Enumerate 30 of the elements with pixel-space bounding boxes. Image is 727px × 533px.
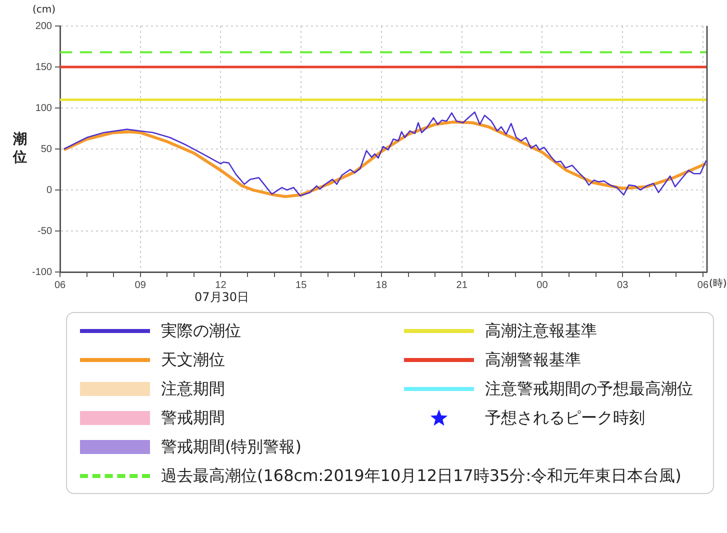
x-tick-label: 00 bbox=[536, 280, 548, 291]
x-axis-title: (時) bbox=[709, 278, 727, 290]
y-tick-label: 100 bbox=[35, 102, 52, 114]
text: 07月30日 bbox=[194, 290, 250, 304]
x-tick-label: 03 bbox=[617, 280, 629, 291]
legend-label: 過去最高潮位(168cm:2019年10月12日17時35分:令和元年東日本台風) bbox=[161, 465, 682, 487]
y-axis-title: 潮位 bbox=[12, 132, 27, 166]
legend-label: 警戒期間 bbox=[161, 407, 226, 429]
text: (cm) bbox=[32, 4, 56, 16]
x-tick-label: 06 bbox=[54, 280, 66, 291]
legend-label: 高潮注意報基準 bbox=[485, 320, 598, 342]
y-tick-label: 200 bbox=[35, 20, 52, 32]
x-tick-label: 12 bbox=[215, 280, 227, 291]
legend-label: 注意警戒期間の予想最高潮位 bbox=[485, 378, 694, 400]
legend-label: 警戒期間(特別警報) bbox=[161, 436, 302, 458]
y-tick-label: -50 bbox=[38, 226, 52, 237]
y-tick-label: 50 bbox=[40, 144, 52, 155]
legend-label: 実際の潮位 bbox=[161, 320, 242, 342]
x-tick-label: 06 bbox=[697, 280, 709, 291]
y-tick-label: 0 bbox=[46, 184, 52, 196]
legend-label: 天文潮位 bbox=[161, 349, 226, 371]
x-tick-label: 18 bbox=[376, 280, 388, 291]
x-tick-label: 21 bbox=[456, 280, 468, 291]
x-tick-label: 15 bbox=[296, 280, 308, 291]
legend-label: 注意期間 bbox=[161, 378, 226, 400]
y-tick-label: 150 bbox=[35, 62, 52, 73]
legend-label: 高潮警報基準 bbox=[485, 349, 582, 371]
x-tick-label: 09 bbox=[134, 280, 146, 291]
y-tick-label: -100 bbox=[32, 266, 52, 278]
legend-label: 予想されるピーク時刻 bbox=[485, 407, 646, 429]
